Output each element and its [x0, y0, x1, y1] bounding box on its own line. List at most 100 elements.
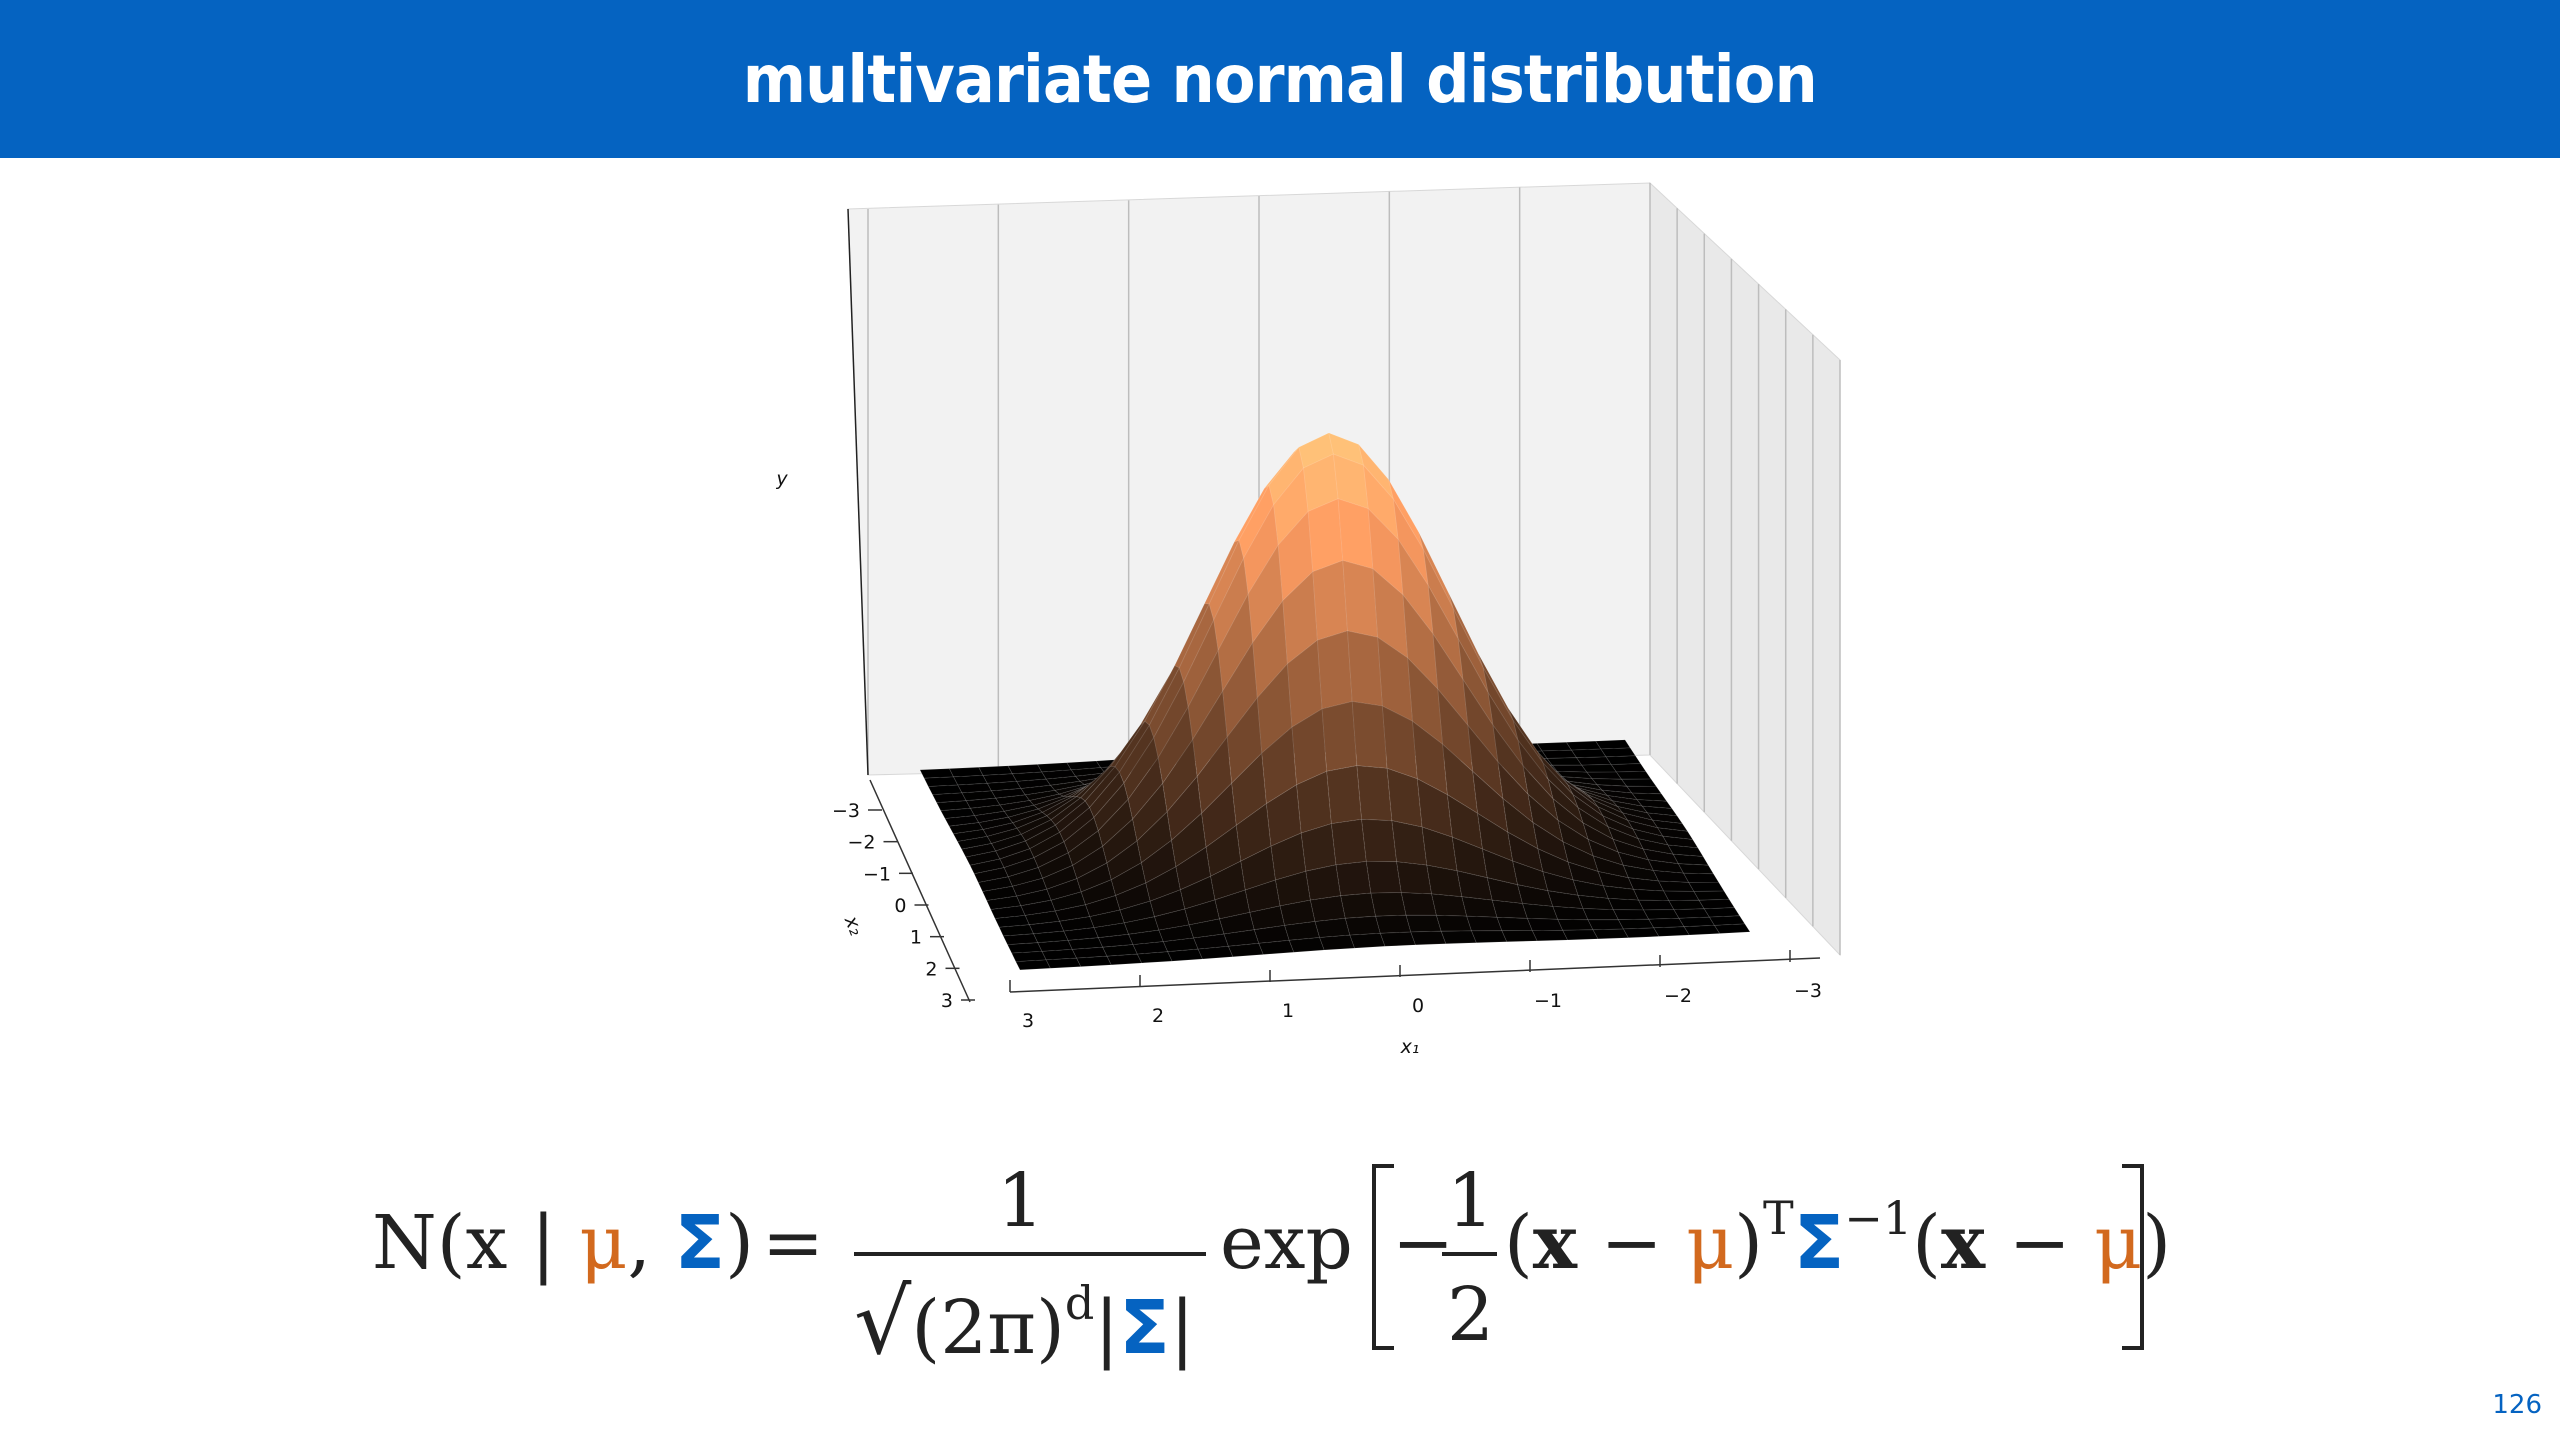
surface-patch [1693, 890, 1730, 901]
surface-patch [1642, 909, 1680, 920]
surface-patch [1361, 818, 1397, 863]
formula-equals: = [762, 1200, 825, 1286]
surface-patch [1556, 918, 1594, 931]
surface-patch [1314, 917, 1351, 938]
surface-patch [1440, 930, 1477, 945]
title-bar: multivariate normal distribution [0, 0, 2560, 158]
surface-patch [1470, 930, 1508, 944]
formula-lhs: N(x | μ, Σ) [372, 1206, 754, 1280]
x1-axis-label: x₁ [1400, 1036, 1420, 1058]
formula-sigma: Σ [674, 1200, 726, 1286]
term2-close: ) [2142, 1200, 2172, 1286]
formula-quadratic: (x − μ)TΣ−1(x − μ) [1504, 1195, 2171, 1280]
x2-tick-label: −2 [847, 832, 875, 854]
x1-tick-label: −2 [1664, 985, 1692, 1007]
sqrt-sign: √ [854, 1270, 912, 1375]
x1-tick-label: 0 [1412, 995, 1424, 1017]
surface-patch [1307, 498, 1344, 573]
dimension-d: d [1064, 1276, 1095, 1330]
x1-tick-label: −1 [1534, 990, 1562, 1012]
x2-tick-label: 0 [894, 895, 906, 917]
surface-patch [1632, 888, 1670, 902]
surface-patch [1496, 916, 1533, 932]
surface-patch [1379, 931, 1416, 947]
surface-patch [1657, 880, 1695, 892]
page-number: 126 [2492, 1390, 2542, 1420]
surface-patch [1342, 559, 1379, 638]
surface-patch [1405, 914, 1442, 933]
surface-patch [1347, 630, 1383, 707]
det-bar-close: | [1169, 1285, 1195, 1371]
surface-patch [1622, 927, 1660, 939]
surface-patch [1375, 914, 1412, 934]
surface-patch [1410, 930, 1447, 946]
surface-patch [1662, 890, 1700, 902]
x1-tick-label: −3 [1794, 980, 1822, 1002]
surface-patch [1698, 898, 1736, 910]
x2-tick-label: 1 [910, 927, 922, 949]
term1-minus: − [1577, 1200, 1687, 1286]
two-pi: (2π) [911, 1285, 1065, 1371]
surface-patch [1683, 924, 1721, 936]
x2-tick-label: −3 [832, 800, 860, 822]
surface-patch [1309, 895, 1346, 922]
surface-patch [1326, 765, 1363, 825]
surface-patch [1594, 739, 1631, 750]
surface-patch [1391, 820, 1428, 866]
surface-patch [1501, 930, 1538, 943]
surface-patch [1319, 934, 1356, 951]
fraction-denominator: √(2π)d|Σ| [854, 1278, 1195, 1368]
x1-axis-line [1009, 957, 1821, 993]
formula-mu: μ [579, 1200, 628, 1286]
surface-patch [1400, 892, 1437, 916]
term2-minus: − [1985, 1200, 2095, 1286]
surface-patch [1600, 747, 1637, 758]
formula-neg: − [1392, 1200, 1455, 1286]
surface-patch [1610, 763, 1647, 773]
right-bracket [2122, 1164, 2144, 1350]
x2-tick-label: −1 [863, 863, 891, 885]
x2-axis-label: x₂ [839, 912, 867, 939]
surface-patch [1565, 740, 1602, 751]
surface-patch [1106, 953, 1143, 966]
surface-patch [1592, 928, 1629, 940]
surface-patch [1570, 748, 1607, 759]
transpose-mark: T [1763, 1191, 1794, 1245]
formula-sigma-det: Σ [1119, 1285, 1170, 1371]
y-axis-label: y [775, 468, 788, 490]
surface-patch [1370, 892, 1407, 917]
surface-patch [1673, 908, 1711, 919]
fraction-line [854, 1252, 1206, 1256]
surface-patch [1575, 756, 1612, 766]
surface-patch [1607, 897, 1645, 911]
surface-patch [1587, 919, 1624, 931]
x2-axis-line [869, 779, 971, 1003]
surface-patch [1337, 498, 1374, 570]
surface-patch [1340, 892, 1377, 919]
x2-tick-label: 3 [941, 990, 953, 1012]
surface-patch [1653, 926, 1690, 937]
half-denominator: 2 [1447, 1272, 1495, 1358]
surface-patch [1167, 948, 1204, 962]
surface-patch [1351, 701, 1388, 769]
surface-patch [1647, 917, 1685, 929]
surface-patch [1344, 915, 1381, 936]
surface-patch [1015, 959, 1052, 971]
surface-patch [1552, 905, 1589, 921]
formula-lhs-close: ) [725, 1200, 754, 1286]
surface-patch [1580, 764, 1618, 773]
surface-patch [1541, 749, 1578, 759]
formula-mu-1: μ [1686, 1200, 1735, 1286]
surface-patch [1687, 881, 1725, 892]
inverse-mark: −1 [1844, 1191, 1913, 1245]
surface-patch [1396, 861, 1432, 895]
surface-patch [1075, 955, 1112, 968]
surface-patch [1612, 909, 1650, 921]
formula-mu-2: μ [2094, 1200, 2143, 1286]
surface-patch [1430, 893, 1468, 917]
formula-lhs-open: (x | [436, 1200, 580, 1286]
formula-sigma-inv: Σ [1793, 1200, 1845, 1286]
surface-patch [1682, 872, 1720, 883]
surface-patch [1365, 861, 1402, 894]
half-fraction-line [1442, 1252, 1497, 1256]
